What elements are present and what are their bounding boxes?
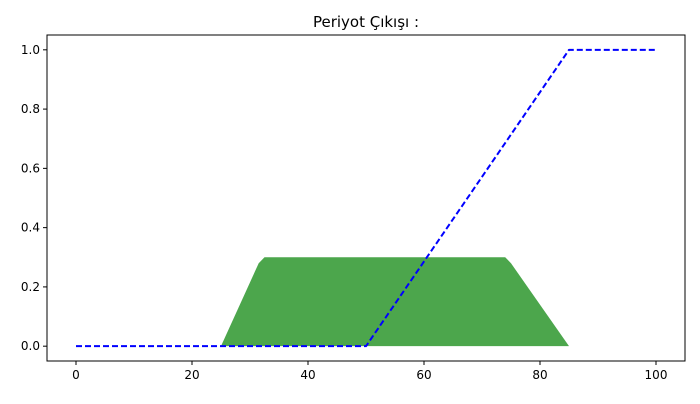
x-tick-label: 20 <box>184 368 199 382</box>
y-tick-label: 1.0 <box>21 43 40 57</box>
dashed-line-series <box>76 48 656 348</box>
y-tick-label: 0.0 <box>21 339 40 353</box>
x-tick-label: 80 <box>532 368 547 382</box>
y-tick-label: 0.8 <box>21 102 40 116</box>
y-tick-label: 0.2 <box>21 280 40 294</box>
plot-content <box>76 48 656 348</box>
filled-area-series <box>221 257 569 347</box>
x-tick-label: 0 <box>72 368 80 382</box>
x-tick-label: 60 <box>416 368 431 382</box>
plot-frame <box>46 34 686 362</box>
y-tick-label: 0.4 <box>21 221 40 235</box>
y-tick-label: 0.6 <box>21 161 40 175</box>
chart-title: Periyot Çıkışı : <box>313 13 419 31</box>
x-tick-label: 100 <box>645 368 668 382</box>
x-tick-label: 40 <box>300 368 315 382</box>
axes: 0 20 40 60 80 100 0.0 0.2 0.4 0.6 0.8 1.0 <box>21 34 686 382</box>
